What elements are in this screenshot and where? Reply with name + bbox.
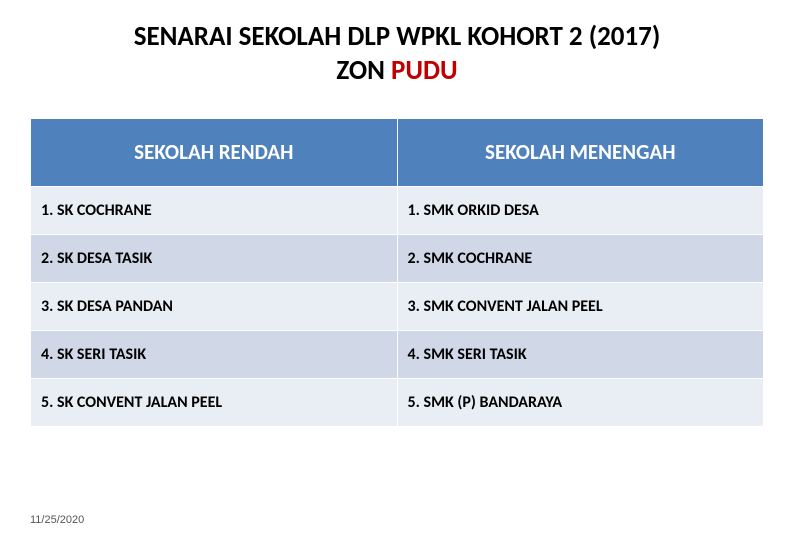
cell-rendah: 4. SK SERI TASIK (31, 330, 398, 378)
title-line-2-prefix: ZON (336, 54, 391, 87)
table-row: 3. SK DESA PANDAN 3. SMK CONVENT JALAN P… (31, 282, 764, 330)
title-line-2-highlight: PUDU (391, 54, 458, 87)
cell-rendah: 1. SK COCHRANE (31, 186, 398, 234)
table-row: 2. SK DESA TASIK 2. SMK COCHRANE (31, 234, 764, 282)
cell-rendah: 2. SK DESA TASIK (31, 234, 398, 282)
cell-menengah: 1. SMK ORKID DESA (397, 186, 764, 234)
title-line-1: SENARAI SEKOLAH DLP WPKL KOHORT 2 (2017) (60, 20, 734, 54)
table-row: 4. SK SERI TASIK 4. SMK SERI TASIK (31, 330, 764, 378)
table-header-row: SEKOLAH RENDAH SEKOLAH MENENGAH (31, 118, 764, 186)
cell-menengah: 3. SMK CONVENT JALAN PEEL (397, 282, 764, 330)
col-header-rendah: SEKOLAH RENDAH (31, 118, 398, 186)
table-row: 5. SK CONVENT JALAN PEEL 5. SMK (P) BAND… (31, 378, 764, 426)
footer-date: 11/25/2020 (30, 514, 84, 526)
cell-rendah: 5. SK CONVENT JALAN PEEL (31, 378, 398, 426)
cell-menengah: 2. SMK COCHRANE (397, 234, 764, 282)
table-container: SEKOLAH RENDAH SEKOLAH MENENGAH 1. SK CO… (0, 88, 794, 427)
title-line-2: ZON PUDU (60, 54, 734, 88)
cell-menengah: 5. SMK (P) BANDARAYA (397, 378, 764, 426)
schools-table: SEKOLAH RENDAH SEKOLAH MENENGAH 1. SK CO… (30, 118, 764, 427)
col-header-menengah: SEKOLAH MENENGAH (397, 118, 764, 186)
cell-menengah: 4. SMK SERI TASIK (397, 330, 764, 378)
cell-rendah: 3. SK DESA PANDAN (31, 282, 398, 330)
table-row: 1. SK COCHRANE 1. SMK ORKID DESA (31, 186, 764, 234)
slide-title: SENARAI SEKOLAH DLP WPKL KOHORT 2 (2017)… (0, 0, 794, 88)
